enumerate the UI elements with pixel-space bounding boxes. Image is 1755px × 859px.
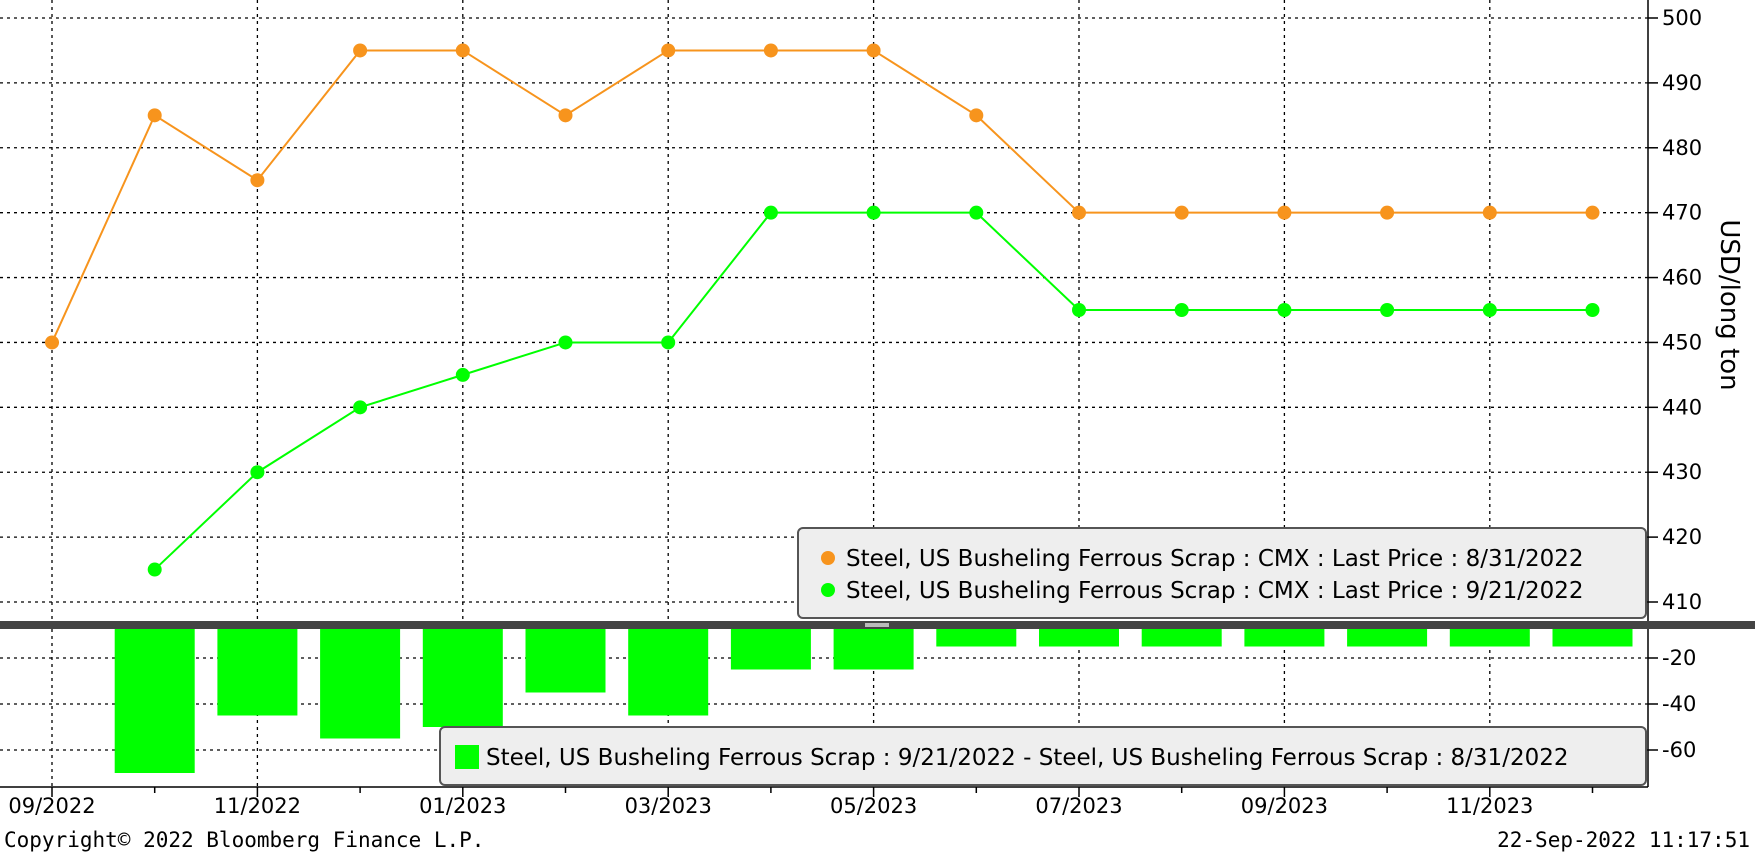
x-tick-label: 07/2023 — [1035, 794, 1122, 818]
series-0-point — [455, 43, 470, 58]
series-1-point — [1072, 303, 1086, 317]
series-1-point — [866, 205, 881, 220]
series-1-point — [1277, 303, 1292, 317]
series-0-point — [1585, 205, 1600, 220]
x-tick-label: 09/2023 — [1241, 794, 1328, 818]
series-0-point — [1277, 205, 1292, 220]
series-0-point — [763, 43, 778, 58]
y-tick-label: 480 — [1662, 136, 1702, 160]
y-tick-label-lower: -60 — [1662, 738, 1696, 762]
x-tick-label: 03/2023 — [625, 794, 712, 818]
y-tick-label: 440 — [1662, 395, 1702, 419]
legend-swatch-series-1 — [821, 583, 835, 597]
difference-bars — [114, 629, 1633, 773]
difference-bar — [217, 629, 298, 716]
series-0-point — [558, 108, 573, 123]
series-0-point — [866, 43, 881, 58]
difference-bar — [320, 629, 401, 739]
price-points — [45, 43, 1600, 577]
y-tick-label-lower: -40 — [1662, 692, 1696, 716]
legend-label-series-0: Steel, US Busheling Ferrous Scrap : CMX … — [846, 546, 1584, 572]
legend-upper-box — [797, 527, 1647, 619]
series-0-point — [1482, 205, 1497, 220]
y-tick-label-lower: -20 — [1662, 646, 1696, 670]
legend-swatch-series-0 — [821, 551, 835, 565]
x-tick-label: 11/2022 — [214, 794, 301, 818]
series-1-point — [1380, 303, 1395, 317]
timestamp-text: 22-Sep-2022 11:17:51 — [1497, 828, 1750, 852]
y-axis-title: USD/long ton — [1714, 219, 1744, 390]
legend-label-difference: Steel, US Busheling Ferrous Scrap : 9/21… — [486, 745, 1568, 771]
legend-lower-box — [439, 726, 1647, 786]
difference-bar — [730, 629, 811, 670]
difference-bar — [1347, 629, 1428, 647]
y-tick-label: 430 — [1662, 460, 1702, 484]
difference-bar — [628, 629, 709, 716]
legend-swatch-difference — [455, 745, 479, 769]
series-1-point — [558, 335, 573, 350]
difference-bar — [1244, 629, 1325, 647]
y-tick-label: 470 — [1662, 201, 1702, 225]
series-0-point — [353, 43, 368, 58]
x-tick-label: 05/2023 — [830, 794, 917, 818]
series-0-point — [250, 173, 265, 188]
y-tick-label: 460 — [1662, 266, 1702, 290]
series-line-0 — [51, 49, 1593, 343]
series-0-point — [661, 43, 676, 58]
x-tick-label: 09/2022 — [8, 794, 95, 818]
difference-bar — [833, 629, 914, 670]
y-tick-label: 500 — [1662, 6, 1702, 30]
difference-bar — [1449, 629, 1530, 647]
series-1-point — [1585, 303, 1600, 317]
legend-lower: Steel, US Busheling Ferrous Scrap : 9/21… — [439, 726, 1647, 786]
difference-bar — [525, 629, 606, 693]
series-0-point — [1380, 205, 1395, 220]
x-tick-label: 01/2023 — [419, 794, 506, 818]
difference-bar — [1141, 629, 1222, 647]
series-1-point — [661, 335, 676, 350]
axes — [0, 0, 1658, 797]
panel-divider-handle[interactable] — [865, 623, 889, 627]
series-1-point — [353, 400, 368, 415]
x-tick-labels: 09/2022 11/2022 01/2023 03/2023 05/2023 07/20… — [8, 794, 1533, 818]
difference-bar — [1039, 629, 1119, 647]
series-1-point — [1482, 303, 1497, 317]
y-tick-labels: 410 420 430 440 450 460 470 480 490 500 -20 -40 -60 — [1662, 6, 1702, 762]
series-0-point — [969, 108, 984, 123]
y-tick-label: 450 — [1662, 330, 1702, 354]
copyright-text: Copyright© 2022 Bloomberg Finance L.P. — [4, 828, 484, 852]
difference-bar — [1552, 629, 1633, 647]
difference-bar — [936, 629, 1017, 647]
y-tick-label: 420 — [1662, 525, 1702, 549]
series-0-point — [1174, 205, 1189, 220]
series-0-point — [1072, 205, 1086, 220]
difference-bar — [114, 629, 195, 773]
y-tick-label: 410 — [1662, 590, 1702, 614]
series-1-point — [763, 205, 778, 220]
legend-upper: Steel, US Busheling Ferrous Scrap : CMX … — [797, 527, 1647, 619]
series-1-point — [1174, 303, 1189, 317]
series-1-point — [147, 562, 162, 577]
series-1-point — [250, 465, 265, 480]
x-tick-label: 11/2023 — [1446, 794, 1533, 818]
difference-bar — [422, 629, 503, 727]
series-1-point — [969, 205, 984, 220]
series-0-point — [45, 335, 59, 350]
y-tick-label: 490 — [1662, 71, 1702, 95]
series-0-point — [147, 108, 162, 123]
series-1-point — [455, 367, 470, 382]
legend-label-series-1: Steel, US Busheling Ferrous Scrap : CMX … — [846, 578, 1584, 604]
